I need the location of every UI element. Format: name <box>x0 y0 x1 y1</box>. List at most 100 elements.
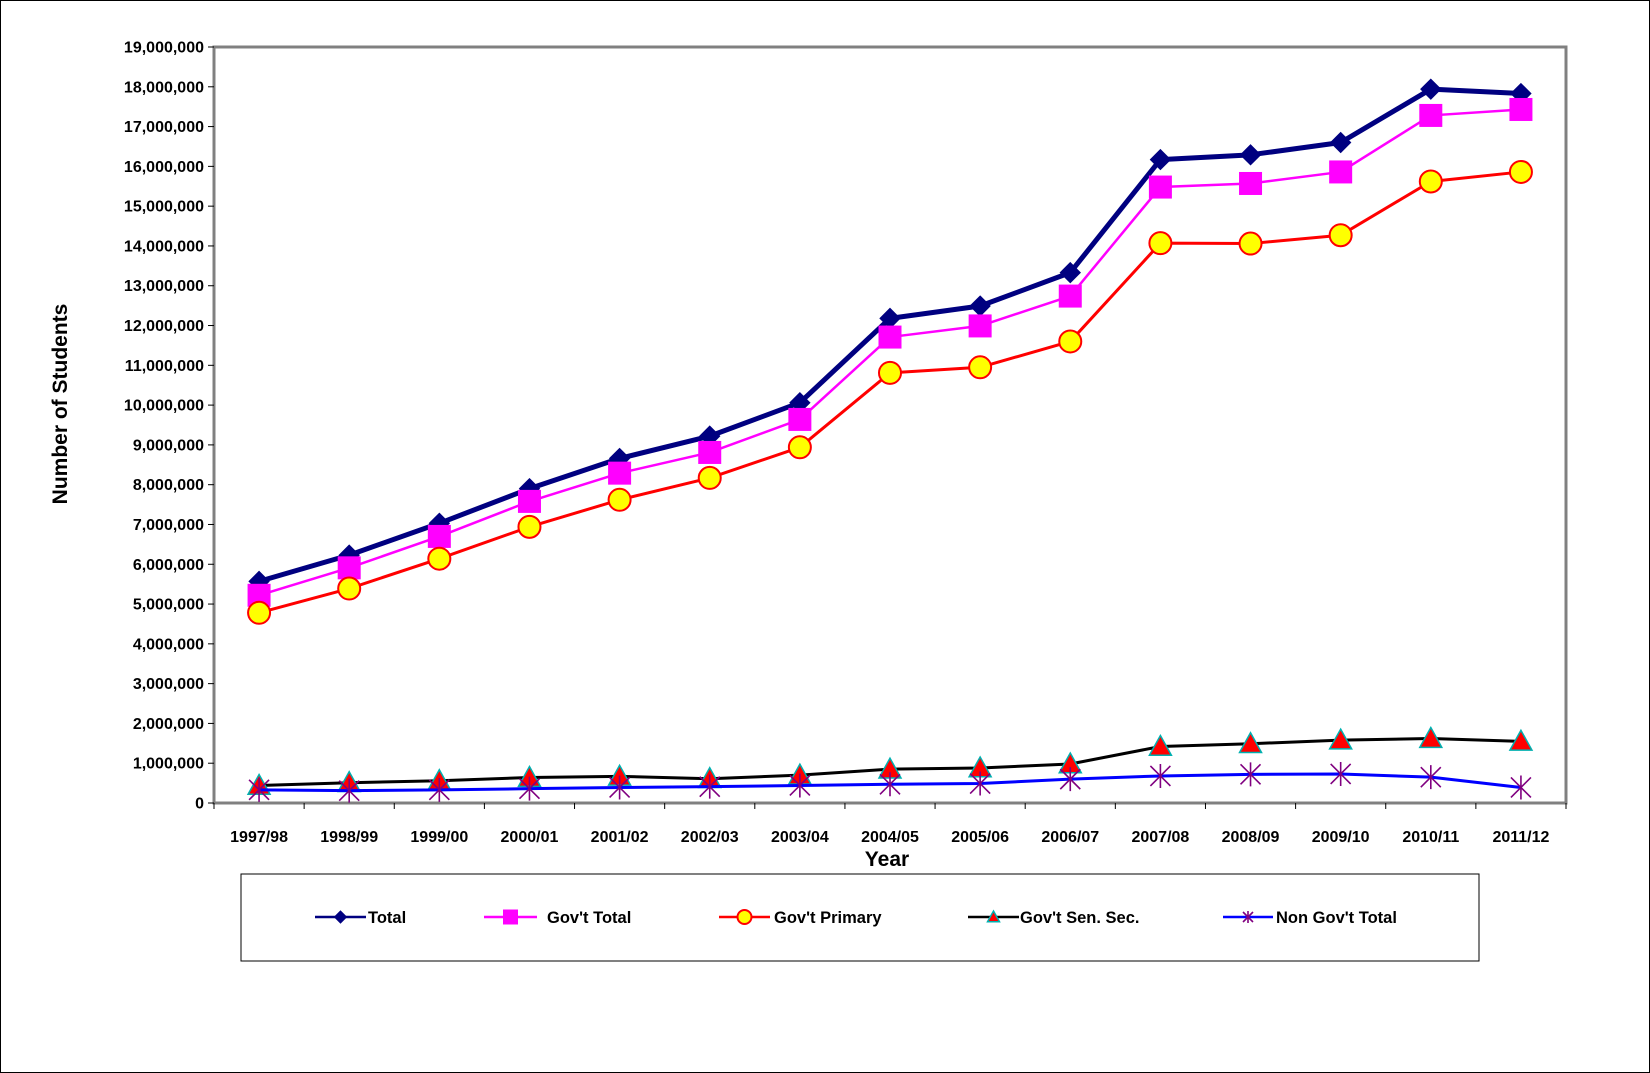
y-tick-label: 11,000,000 <box>125 358 204 375</box>
x-tick-label: 2001/02 <box>591 829 649 846</box>
y-tick-label: 9,000,000 <box>133 437 204 454</box>
series-4 <box>248 761 1532 803</box>
data-point <box>1058 284 1082 308</box>
x-tick-label: 2004/05 <box>861 829 919 846</box>
data-point <box>247 600 272 625</box>
data-point <box>1148 733 1173 757</box>
x-tick-label: 1998/99 <box>320 829 378 846</box>
data-point <box>1238 731 1263 754</box>
series-group <box>246 78 1534 803</box>
y-tick-label: 19,000,000 <box>124 40 204 57</box>
legend-item: Gov't Total <box>484 909 631 927</box>
legend-label: Total <box>368 909 406 927</box>
data-point <box>1148 175 1172 199</box>
y-tick-label: 6,000,000 <box>133 557 204 574</box>
y-tick-label: 10,000,000 <box>124 398 204 415</box>
x-tick-label: 2008/09 <box>1222 829 1280 846</box>
data-point <box>1329 131 1352 154</box>
data-point <box>1149 148 1172 171</box>
x-tick-label: 2003/04 <box>771 829 829 846</box>
data-point <box>878 360 902 385</box>
x-tick-label: 2009/10 <box>1312 829 1370 846</box>
legend-item: Gov't Primary <box>719 909 882 927</box>
y-tick-label: 2,000,000 <box>133 716 204 733</box>
data-point <box>1329 160 1353 184</box>
x-tick-label: 1999/00 <box>410 829 468 846</box>
data-point <box>1508 159 1533 184</box>
data-point <box>1239 762 1262 787</box>
data-point <box>608 461 632 485</box>
x-tick-label: 2006/07 <box>1041 829 1099 846</box>
legend: Total Gov't Total Gov't Primary Gov't Sen. … <box>240 873 1480 962</box>
series-1 <box>247 97 1533 607</box>
legend-marker <box>1242 911 1254 923</box>
x-axis-title: Year <box>865 848 909 871</box>
data-point <box>787 435 812 460</box>
y-tick-label: 14,000,000 <box>124 238 204 255</box>
data-point <box>1059 767 1081 792</box>
data-point <box>1239 144 1262 166</box>
legend-label: Gov't Sen. Sec. <box>1020 909 1139 927</box>
data-point <box>517 514 542 539</box>
data-point <box>1148 231 1173 256</box>
data-point <box>517 489 541 513</box>
data-point <box>607 487 632 512</box>
y-tick-label: 1,000,000 <box>133 756 204 773</box>
data-point <box>428 777 450 802</box>
data-point <box>518 776 541 801</box>
data-point <box>1419 103 1443 127</box>
legend-marker <box>333 910 348 924</box>
y-tick-label: 12,000,000 <box>124 318 204 335</box>
data-point <box>338 778 360 803</box>
data-point <box>699 774 721 799</box>
data-point <box>1418 169 1443 194</box>
data-point <box>1059 261 1081 284</box>
data-point <box>1508 728 1534 751</box>
data-point <box>968 355 993 380</box>
data-point <box>1238 231 1263 256</box>
x-tick-label: 2002/03 <box>681 829 739 846</box>
data-point <box>969 771 991 796</box>
data-point <box>337 576 362 601</box>
x-tick-label: 1997/98 <box>230 829 288 846</box>
data-point <box>878 325 902 349</box>
x-tick-label: 2011/12 <box>1492 829 1549 846</box>
data-point <box>1328 727 1353 750</box>
data-point <box>1420 765 1442 790</box>
data-point <box>1328 223 1353 248</box>
legend-item: Non Gov't Total <box>1223 909 1397 927</box>
legend-label: Non Gov't Total <box>1276 909 1397 927</box>
plot-frame <box>212 45 1568 805</box>
data-point <box>1420 78 1442 100</box>
y-tick-label: 4,000,000 <box>133 636 204 653</box>
y-tick-label: 16,000,000 <box>124 159 204 176</box>
y-axis-title: Number of Students <box>49 304 72 505</box>
data-point <box>1509 97 1533 121</box>
data-point <box>1418 725 1444 749</box>
data-point <box>427 546 452 571</box>
data-point <box>1058 329 1083 354</box>
data-point <box>248 777 270 802</box>
data-point <box>879 772 901 797</box>
series-2 <box>247 159 1533 625</box>
data-point <box>427 524 451 548</box>
x-tick-label: 2010/11 <box>1402 829 1459 846</box>
legend-marker <box>736 909 753 925</box>
x-tick-label: 2007/08 <box>1131 829 1189 846</box>
legend-marker <box>986 909 1001 923</box>
legend-label: Gov't Primary <box>774 909 882 927</box>
x-tick-label: 2005/06 <box>951 829 1009 846</box>
y-tick-label: 17,000,000 <box>124 119 204 136</box>
data-point <box>337 556 361 580</box>
data-point <box>1510 775 1532 800</box>
data-point <box>1330 761 1352 786</box>
data-point <box>697 465 722 490</box>
data-point <box>698 440 722 464</box>
y-tick-label: 3,000,000 <box>133 676 204 693</box>
legend-item: Total <box>315 909 406 927</box>
y-tick-label: 15,000,000 <box>124 199 204 216</box>
data-point <box>789 773 811 798</box>
x-axis: 1997/98 1998/99 1999/00 2000/01 2001/02 2002/… <box>213 803 1567 846</box>
legend-label: Gov't Total <box>547 909 631 927</box>
